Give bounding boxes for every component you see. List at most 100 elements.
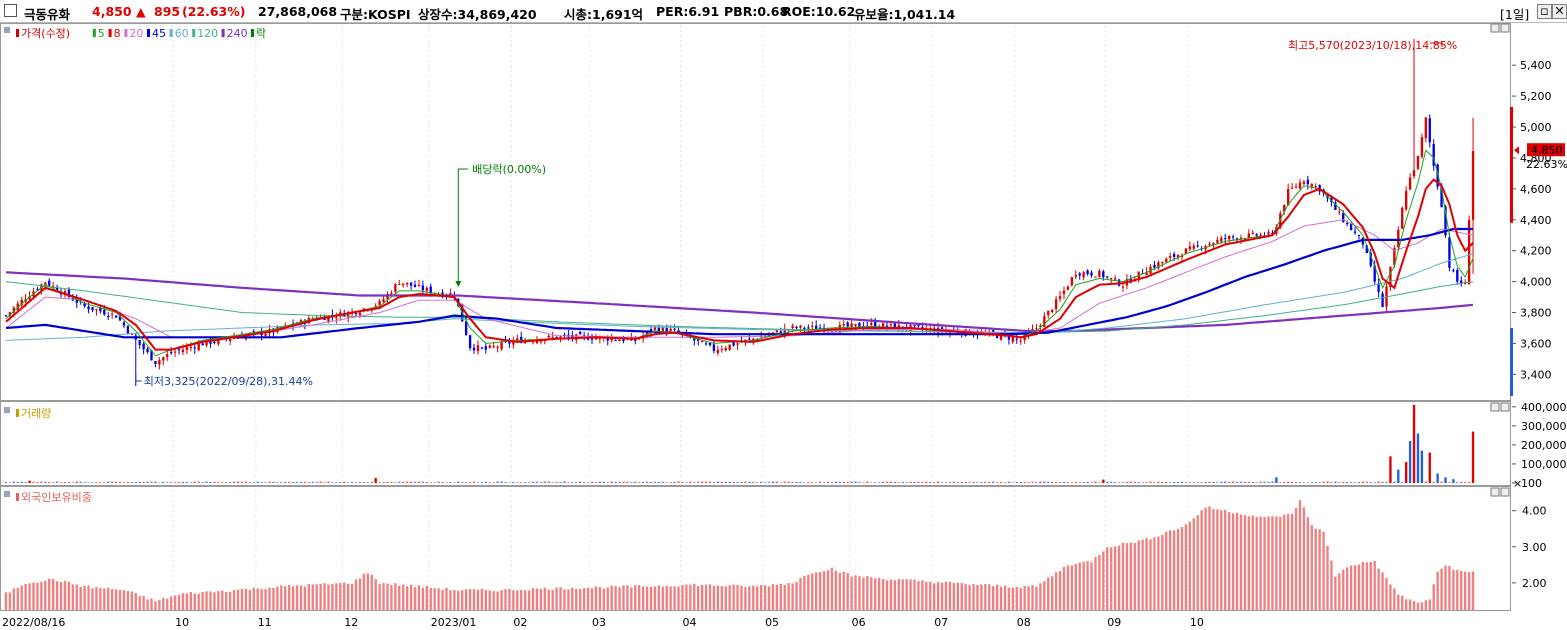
volume-bar xyxy=(331,482,334,483)
candle-body xyxy=(1058,296,1062,299)
candle-body xyxy=(1444,206,1447,236)
foreign-ratio-bar xyxy=(602,588,605,610)
foreign-ratio-bar xyxy=(382,583,385,610)
foreign-ratio-bar xyxy=(1247,516,1251,610)
candle-body xyxy=(748,338,751,340)
volume-bar xyxy=(209,481,212,483)
candle-body xyxy=(1184,248,1188,255)
foreign-ratio-bar xyxy=(775,584,779,610)
period-button[interactable]: [1일] xyxy=(1500,7,1530,22)
foreign-ratio-bar xyxy=(523,590,527,610)
candle-body xyxy=(67,289,71,297)
volume-bar xyxy=(110,481,114,483)
foreign-ratio-bar xyxy=(736,584,739,610)
volume-bar xyxy=(461,482,464,483)
foreign-ratio-bar xyxy=(59,582,63,610)
x-tick-label: 02 xyxy=(513,616,527,629)
foreign-ratio-bar xyxy=(539,588,543,610)
legend-label: 20 xyxy=(129,27,143,40)
foreign-ratio-bar xyxy=(95,587,98,610)
volume-bar xyxy=(1448,482,1451,483)
candle-body xyxy=(1047,310,1050,316)
volume-bar xyxy=(252,482,255,483)
dividend-annotation-arrow xyxy=(455,281,462,287)
restore-icon[interactable]: ▫ xyxy=(1537,4,1552,19)
foreign-ratio-bar xyxy=(740,585,743,610)
foreign-ratio-bar xyxy=(303,586,307,610)
volume-bar xyxy=(917,481,920,483)
foreign-ratio-bar xyxy=(429,587,432,610)
volume-bar xyxy=(1125,481,1129,483)
foreign-ratio-bar xyxy=(693,583,696,610)
foreign-ratio-bar xyxy=(213,592,216,610)
volume-bar xyxy=(1062,481,1066,483)
candle-body xyxy=(1145,272,1148,276)
candle-body xyxy=(166,354,169,358)
volume-bar xyxy=(1180,481,1184,483)
volume-bar xyxy=(1078,482,1081,483)
foreign-ratio-bar xyxy=(4,592,8,610)
foreign-ratio-bar xyxy=(118,589,122,610)
volume-bar xyxy=(1302,482,1306,483)
volume-bar xyxy=(378,482,381,483)
volume-bar xyxy=(346,482,350,483)
candle-body xyxy=(1373,265,1376,282)
volume-bar xyxy=(217,482,220,483)
foreign-ratio-bar xyxy=(1330,560,1333,610)
candle-body xyxy=(36,289,39,291)
candle-body xyxy=(500,342,503,350)
price-tick-label: 5,000 xyxy=(1520,121,1552,134)
volume-bar xyxy=(516,482,519,483)
volume-bar xyxy=(1137,482,1140,483)
checkbox-icon[interactable] xyxy=(4,4,17,17)
volume-bar xyxy=(1188,482,1192,483)
close-icon[interactable]: ✕ xyxy=(1552,4,1567,19)
foreign-ratio-bar xyxy=(1334,576,1337,610)
foreign-ratio-bar xyxy=(1007,587,1011,610)
volume-bar xyxy=(370,481,373,483)
volume-bar xyxy=(901,481,904,483)
volume-bar xyxy=(315,482,318,483)
candle-body xyxy=(716,349,720,354)
candle-body xyxy=(95,309,98,311)
foreign-ratio-bar xyxy=(311,584,314,610)
volume-bar xyxy=(948,481,952,483)
candle-body xyxy=(472,347,476,351)
foreign-ratio-bar xyxy=(496,591,499,610)
candle-body xyxy=(346,312,350,318)
foreign-ratio-bar xyxy=(1322,531,1325,610)
candle-body xyxy=(1467,219,1471,285)
legend-label: 5 xyxy=(98,27,105,40)
foreign-ratio-bar xyxy=(24,583,27,610)
candle-body xyxy=(1137,271,1140,278)
foreign-ratio-bar xyxy=(1227,512,1231,610)
foreign-ratio-bar xyxy=(1204,507,1207,610)
volume-bar xyxy=(295,482,299,483)
foreign-ratio-bar xyxy=(1279,516,1282,610)
foreign-ratio-bar xyxy=(1231,513,1235,610)
foreign-ratio-bar xyxy=(205,591,208,610)
foreign-ratio-bar xyxy=(1110,547,1113,610)
volume-bar xyxy=(32,481,35,483)
foreign-ratio-bar xyxy=(284,586,287,610)
volume-bar xyxy=(1334,481,1337,483)
volume-bar xyxy=(335,482,338,483)
candle-body xyxy=(1106,276,1109,278)
foreign-ratio-bar xyxy=(972,584,975,610)
foreign-ratio-bar xyxy=(441,589,444,610)
foreign-ratio-bar xyxy=(913,579,916,610)
candle-body xyxy=(1420,137,1424,157)
volume-bar xyxy=(236,481,240,483)
candle-body xyxy=(1043,316,1046,327)
volume-bar xyxy=(799,481,802,483)
foreign-ratio-bar xyxy=(79,586,82,610)
volume-bar xyxy=(464,482,468,483)
volume-bar xyxy=(417,481,421,483)
foreign-ratio-bar xyxy=(1420,602,1424,610)
candle-body xyxy=(12,307,16,313)
volume-bar xyxy=(634,481,637,483)
foreign-ratio-bar xyxy=(331,583,334,610)
panel-restore-icon xyxy=(1490,487,1500,497)
x-tick-label: 06 xyxy=(852,616,866,629)
volume-bar xyxy=(1133,481,1136,483)
